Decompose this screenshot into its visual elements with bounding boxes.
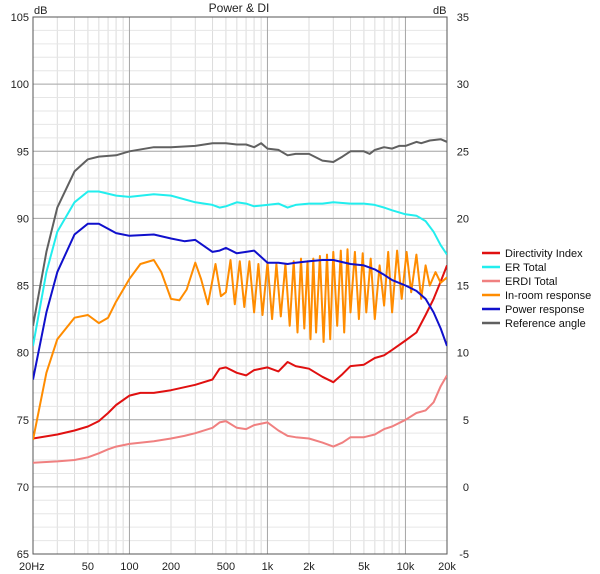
series-layer [33, 138, 447, 464]
y-left-tick-label: 65 [17, 549, 29, 561]
series-line-reference-angle [33, 138, 447, 326]
series-line-directivity-index [33, 265, 447, 440]
x-tick-label: 10k [397, 561, 415, 573]
y-right-tick-label: 20 [457, 213, 469, 225]
y-right-tick-label: 25 [457, 146, 469, 158]
series-line-in-room-response [33, 248, 447, 441]
y-right-tick-label: 30 [457, 79, 469, 91]
x-tick-label: 100 [120, 561, 138, 573]
y-right-tick-label: 10 [457, 348, 469, 360]
y-left-tick-label: 100 [11, 79, 29, 91]
y-left-tick-label: 75 [17, 415, 29, 427]
y-left-tick-label: 105 [11, 12, 29, 24]
y-right-tick-label: 15 [457, 281, 469, 293]
right-axis-unit: dB [433, 5, 446, 17]
y-left-tick-label: 90 [17, 213, 29, 225]
y-right-tick-label: 0 [463, 482, 469, 494]
chart-title: Power & DI [209, 1, 270, 15]
plot-frame [32, 16, 448, 555]
y-right-tick-label: 5 [463, 415, 469, 427]
legend-label-power-response: Power response [505, 304, 585, 316]
series-line-er-total [33, 190, 447, 347]
legend-label-directivity-index: Directivity Index [505, 248, 583, 260]
legend-label-in-room-response: In-room response [505, 290, 591, 302]
x-tick-label: 200 [162, 561, 180, 573]
x-tick-label: 50 [82, 561, 94, 573]
y-left-tick-label: 85 [17, 281, 29, 293]
x-tick-label: 500 [217, 561, 235, 573]
x-tick-label: 2k [303, 561, 315, 573]
y-left-tick-label: 70 [17, 482, 29, 494]
y-left-tick-label: 80 [17, 348, 29, 360]
series-line-erdi-total [33, 374, 447, 464]
legend-label-reference-angle: Reference angle [505, 318, 586, 330]
x-tick-label: 1k [262, 561, 274, 573]
x-tick-label: 20Hz [19, 561, 45, 573]
y-left-tick-label: 95 [17, 146, 29, 158]
left-axis-unit: dB [34, 5, 47, 17]
legend-label-erdi-total: ERDI Total [505, 276, 557, 288]
x-tick-label: 5k [358, 561, 370, 573]
legend: Directivity Index ER Total ERDI Total In-ro… [482, 248, 591, 330]
y-right-tick-label: 35 [457, 12, 469, 24]
y-right-tick-label: -5 [459, 549, 469, 561]
axis-labels: 20Hz 50 100 200 500 1k 2k 5k 10k 20k6570758085909… [11, 12, 469, 573]
legend-label-er-total: ER Total [505, 262, 546, 274]
series-line-power-response [33, 222, 447, 380]
x-tick-label: 20k [438, 561, 456, 573]
